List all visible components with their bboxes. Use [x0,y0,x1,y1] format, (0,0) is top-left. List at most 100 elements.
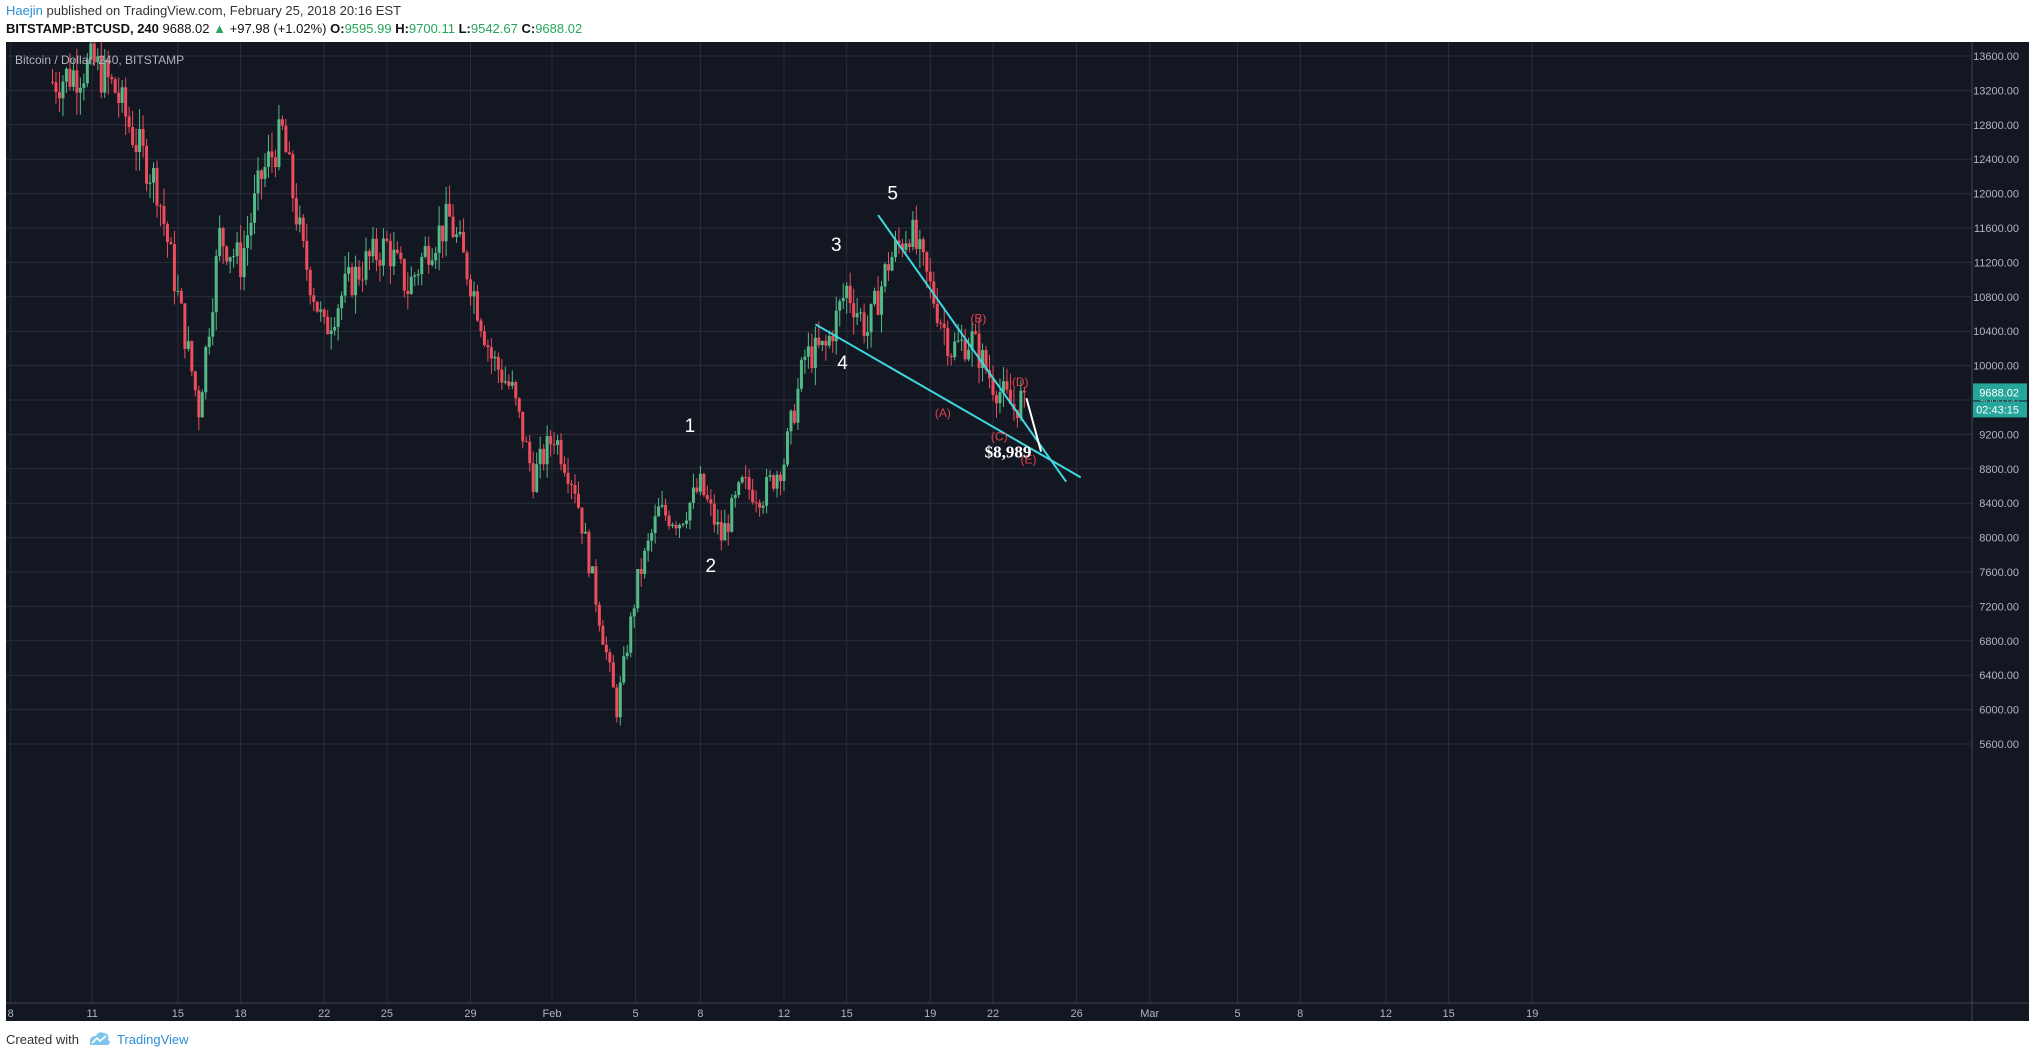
time-tick-label: 26 [1070,1008,1082,1020]
candle-body [253,193,257,223]
candle-body [730,497,734,532]
candle-body [479,320,483,332]
price-tick-label: 8400.00 [1979,498,2019,510]
candle-body [984,350,988,370]
candle-body [981,350,985,368]
candle-body [85,59,89,84]
candle-body [218,228,222,257]
candle-body [852,303,856,318]
candle-body [57,92,61,99]
chart-grid [6,42,1972,1003]
candle-body [775,474,779,489]
published-text: published on TradingView.com, February 2… [46,3,402,18]
candle-body [925,252,929,272]
candle-body [242,248,246,278]
candle-body [611,662,615,688]
candle-body [225,246,229,262]
candle-body [305,240,309,270]
candle-body [193,371,197,391]
trendline [814,323,1082,479]
candle-body [542,448,546,465]
price-tick-label: 5600.00 [1979,739,2019,751]
candle-body [880,286,884,315]
candle-body [117,92,121,103]
candle-body [573,484,577,494]
symbol-line: BITSTAMP:BTCUSD, 240 9688.02 ▲ +97.98 (+… [6,20,582,37]
author-link[interactable]: Haejin [6,3,43,18]
candle-body [615,687,619,718]
chart-header: Haejin published on TradingView.com, Feb… [0,0,2035,42]
candle-body [907,243,911,247]
candle-body [183,303,187,349]
candle-body [890,257,894,271]
candle-body [381,238,385,266]
candle-body [312,295,316,302]
candle-body [322,309,326,317]
candle-body [887,264,890,271]
last-price-tag-label: 9688.02 [1979,387,2019,399]
candle-body [510,382,514,386]
labels-layer: 1 2 3 4 5 (A) (B) (C) (D) (E)$8,989 [685,184,1037,577]
candle-body [646,540,650,551]
candle-body [301,217,305,241]
candle-body [273,157,277,168]
candle-body [535,464,539,492]
price-tick-label: 6400.00 [1979,670,2019,682]
candle-body [298,217,302,225]
candle-body [469,279,472,297]
price-tick-label: 6000.00 [1979,705,2019,717]
candle-body [604,644,608,653]
candle-body [723,523,727,541]
candle-body [406,290,410,294]
candle-body [664,505,668,516]
candle-body [329,330,333,335]
candle-body [705,495,709,500]
candle-body [911,219,915,247]
candle-body [914,219,918,250]
candle-body [458,231,462,235]
candle-body [810,346,814,369]
candle-body [179,290,183,304]
price-tick-label: 6800.00 [1979,636,2019,648]
candle-body [138,129,142,152]
time-tick-label: 5 [633,1008,639,1020]
candle-body [103,59,107,93]
candle-body [1019,390,1023,419]
candle-body [374,238,378,261]
correction-label: (A) [935,406,951,420]
candle-body [827,335,831,346]
candle-body [493,356,497,359]
candle-body [197,390,201,418]
candle-body [172,244,176,292]
candle-body [667,515,671,527]
tradingview-brand-link[interactable]: TradingView [117,1032,189,1047]
price-tick-label: 10800.00 [1973,292,2019,304]
candle-body [841,298,845,302]
candle-body [326,316,330,335]
candle-body [260,170,263,179]
chart-panel[interactable]: 1 2 3 4 5 (A) (B) (C) (D) (E) $8,989 13600.00 13200… [6,42,2029,1021]
price-tick-label: 10400.00 [1973,326,2019,338]
time-tick-label: 22 [987,1008,999,1020]
candle-body [695,487,699,492]
candle-body [538,448,542,465]
target-price-annotation: $8,989 [985,443,1032,462]
price-tick-label: 7200.00 [1979,601,2019,613]
time-tick-label: 15 [841,1008,853,1020]
candle-body [528,441,532,464]
candle-body [904,243,908,250]
candle-body [427,246,431,265]
time-tick-label: 19 [1526,1008,1538,1020]
candle-body [817,337,821,346]
candle-body [691,487,695,503]
wave-label: 2 [706,556,717,577]
candle-body [820,340,824,346]
candle-body [657,506,661,517]
candle-body [1001,381,1005,393]
close-label: C: [521,21,536,36]
candle-body [594,566,598,605]
candle-body [629,616,633,653]
candle-body [211,312,215,337]
candle-body [357,266,361,280]
